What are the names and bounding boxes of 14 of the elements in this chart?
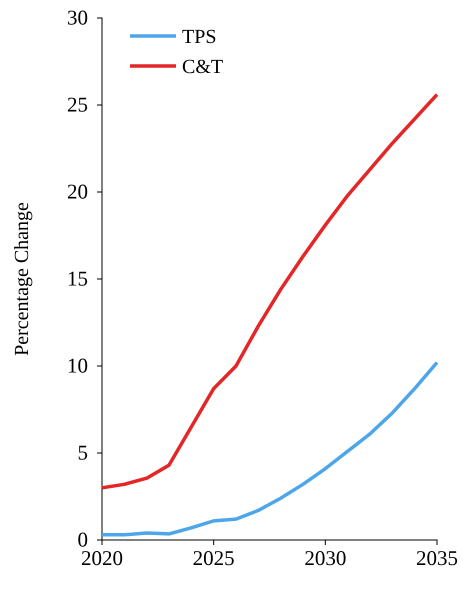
y-tick-label: 20	[67, 180, 88, 204]
line-series	[100, 92, 439, 490]
legend-label: C&T	[182, 56, 224, 78]
y-tick-label: 30	[67, 6, 88, 30]
x-tick-label: 2035	[416, 546, 458, 570]
x-tick-label: 2030	[304, 546, 346, 570]
y-tick-label: 15	[67, 266, 88, 291]
y-tick-label: 5	[78, 440, 88, 465]
legend-label: TPS	[182, 26, 216, 48]
y-axis-title: Percentage Change	[11, 202, 33, 356]
y-tick-label: 10	[67, 354, 88, 378]
line-series	[100, 360, 439, 537]
y-tick-label: 25	[67, 92, 88, 117]
x-tick-label: 2025	[192, 546, 235, 570]
